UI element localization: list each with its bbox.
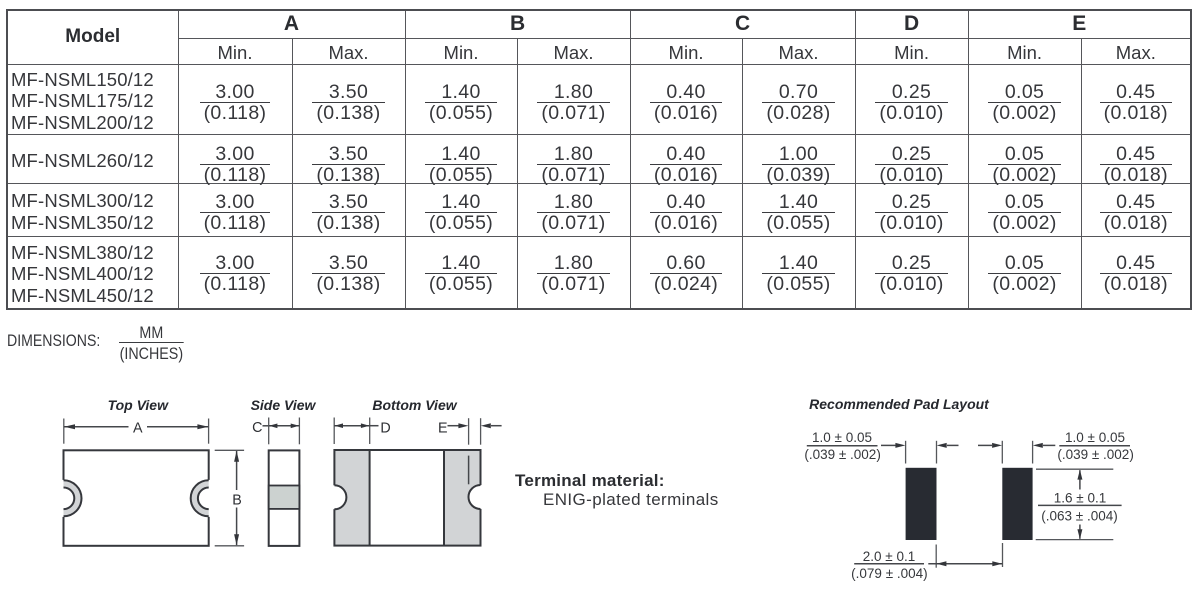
- svg-text:Top View: Top View: [108, 397, 170, 413]
- svg-text:Side View: Side View: [251, 397, 317, 413]
- svg-text:1.0 ± 0.05: 1.0 ± 0.05: [1065, 430, 1125, 445]
- svg-text:D: D: [380, 421, 390, 437]
- svg-text:1.6 ± 0.1: 1.6 ± 0.1: [1054, 491, 1106, 506]
- svg-text:C: C: [252, 420, 262, 436]
- svg-text:(.063 ± .004): (.063 ± .004): [1041, 509, 1117, 524]
- svg-text:1.0 ± 0.05: 1.0 ± 0.05: [812, 430, 872, 445]
- svg-text:B: B: [232, 492, 242, 508]
- svg-text:A: A: [133, 420, 143, 436]
- svg-text:Bottom View: Bottom View: [372, 397, 457, 413]
- svg-text:(.079 ± .004): (.079 ± .004): [851, 566, 927, 581]
- svg-text:(.039 ± .002): (.039 ± .002): [1057, 447, 1133, 462]
- svg-text:2.0 ± 0.1: 2.0 ± 0.1: [863, 549, 915, 564]
- svg-text:(.039 ± .002): (.039 ± .002): [804, 447, 880, 462]
- svg-text:Recommended Pad Layout: Recommended Pad Layout: [809, 396, 990, 412]
- svg-text:E: E: [438, 421, 448, 437]
